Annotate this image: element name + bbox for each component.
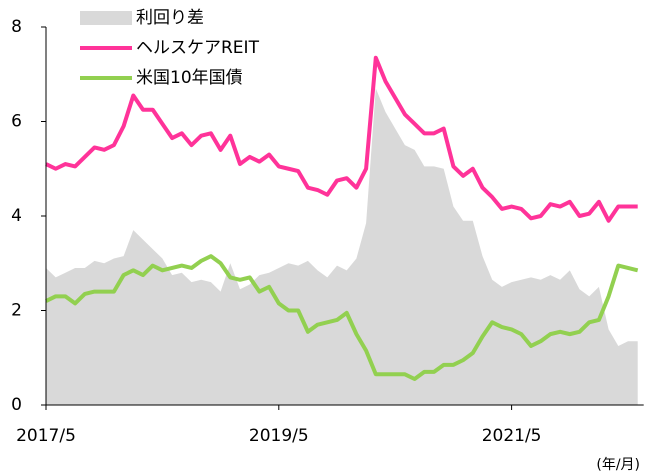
legend-label: 利回り差 <box>136 8 204 28</box>
y-tick-label: 2 <box>11 301 22 321</box>
x-tick-label: 2017/5 <box>16 426 76 446</box>
x-unit-label: (年/月) <box>596 457 640 473</box>
y-tick-label: 8 <box>11 17 22 37</box>
legend-swatch <box>80 11 132 25</box>
legend-label: 米国10年国債 <box>136 68 243 88</box>
x-tick-label: 2021/5 <box>482 426 542 446</box>
y-tick-label: 6 <box>11 112 22 132</box>
spread-area <box>46 88 638 406</box>
y-tick-label: 0 <box>11 395 22 415</box>
series-line <box>45 55 638 223</box>
y-tick-label: 4 <box>11 206 22 226</box>
x-tick-label: 2019/5 <box>249 426 309 446</box>
series-line <box>45 254 639 382</box>
legend-label: ヘルスケアREIT <box>136 38 260 58</box>
